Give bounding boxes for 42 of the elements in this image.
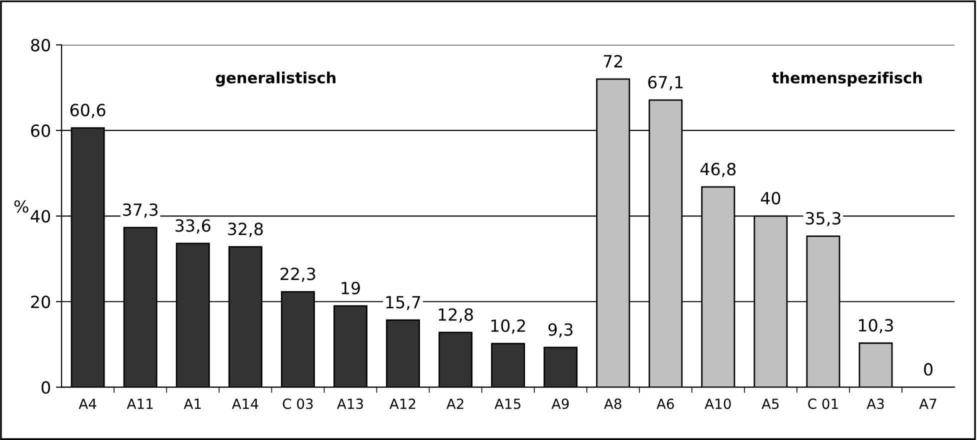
y-tick-label: 60 xyxy=(31,124,50,138)
x-tick-label: A5 xyxy=(762,398,779,410)
x-tick-label: A10 xyxy=(704,398,731,410)
x-tick-label: A7 xyxy=(919,398,936,409)
x-tick-label: A3 xyxy=(866,398,884,410)
annotation: generalistisch xyxy=(216,72,336,87)
data-label: 35,3 xyxy=(806,212,840,226)
y-tick-label: 20 xyxy=(31,296,50,308)
x-tick-label: A9 xyxy=(552,398,569,410)
x-tick-label: A12 xyxy=(390,398,416,409)
data-label: 72 xyxy=(604,54,622,68)
annotation: themenspezifisch xyxy=(772,72,922,87)
data-label: 67,1 xyxy=(648,76,683,90)
x-tick-label: A14 xyxy=(232,398,258,409)
x-tick-label: A11 xyxy=(126,398,153,409)
y-tick-label: 40 xyxy=(30,210,50,223)
data-label: 10,3 xyxy=(859,318,893,334)
x-tick-label: A2 xyxy=(446,398,464,409)
data-label: 0 xyxy=(924,363,932,376)
data-label: 32,8 xyxy=(228,222,263,237)
data-label: 40 xyxy=(760,192,780,204)
x-tick-label: A1 xyxy=(184,398,201,409)
data-label: 33,6 xyxy=(176,219,210,234)
data-label: 22,3 xyxy=(280,268,316,282)
y-tick-label: 0 xyxy=(42,381,50,394)
y-axis-title: % xyxy=(14,200,28,213)
data-label: 60,6 xyxy=(70,104,106,118)
x-tick-label: C 03 xyxy=(282,398,313,410)
data-label: 10,2 xyxy=(491,319,525,334)
data-label: 46,8 xyxy=(700,162,736,178)
data-label: 9,3 xyxy=(548,323,572,338)
x-tick-label: A4 xyxy=(78,398,96,409)
x-tick-label: A13 xyxy=(336,398,363,410)
data-label: 19 xyxy=(342,282,360,294)
x-tick-label: A8 xyxy=(604,398,622,410)
x-tick-label: A6 xyxy=(656,398,674,410)
x-tick-label: C 01 xyxy=(808,398,838,410)
data-label: 37,3 xyxy=(123,203,158,218)
data-label: 15,7 xyxy=(386,296,420,310)
y-tick-label: 80 xyxy=(31,38,50,52)
x-tick-label: A15 xyxy=(494,398,520,410)
data-label: 12,8 xyxy=(438,308,473,323)
